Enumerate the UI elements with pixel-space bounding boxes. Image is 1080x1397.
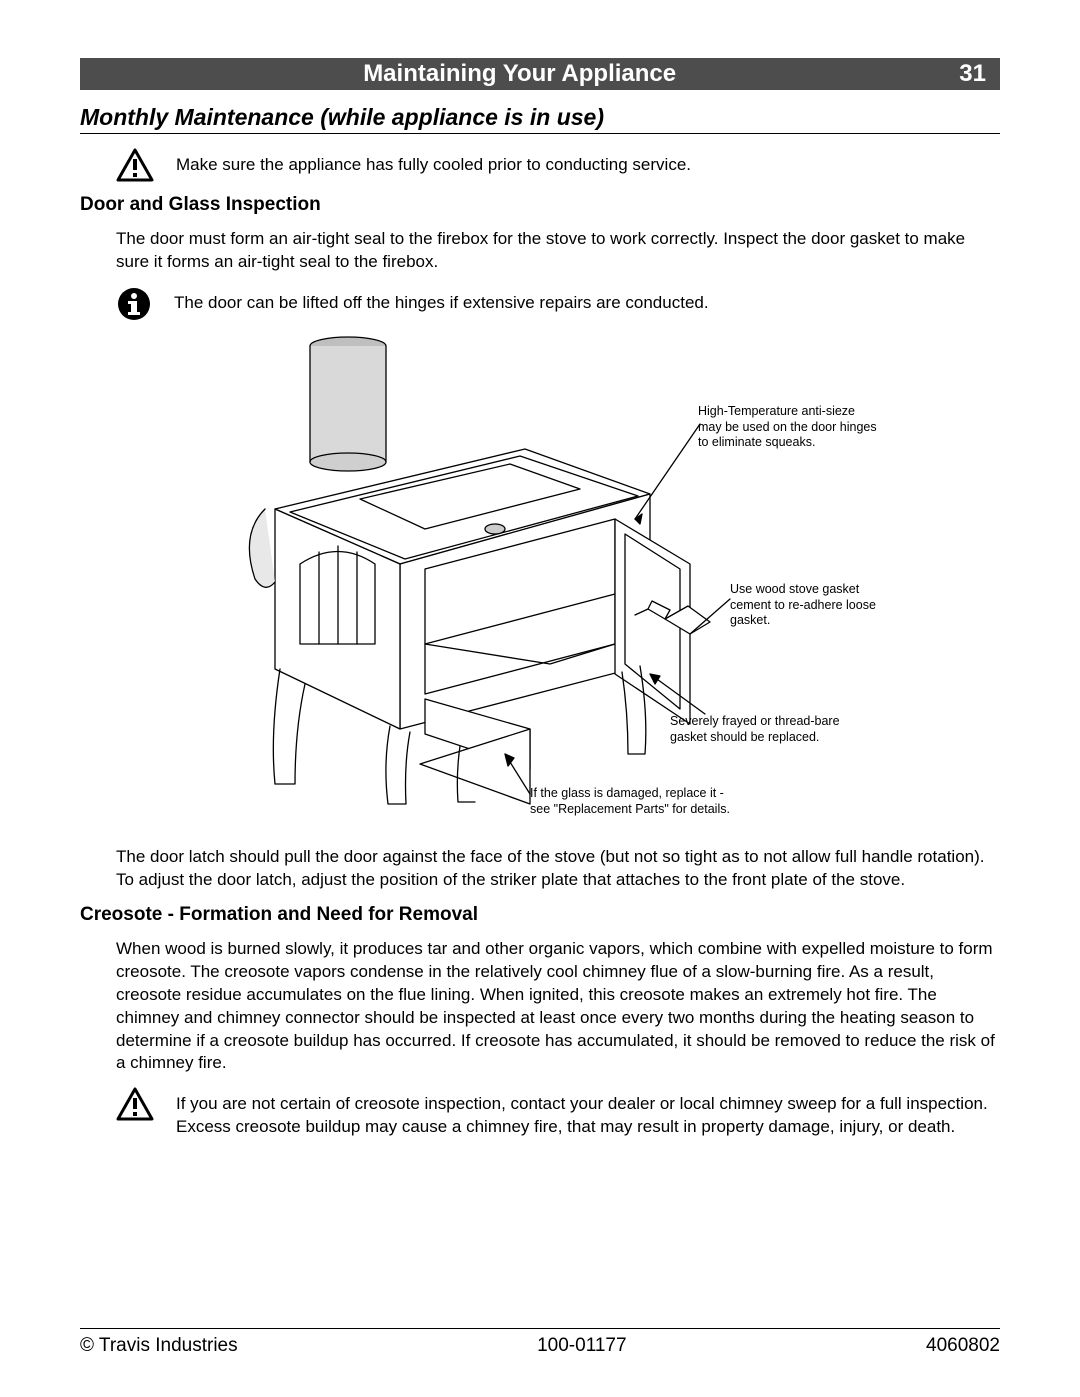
- warning-text-2: If you are not certain of creosote inspe…: [176, 1087, 1000, 1139]
- header-title: Maintaining Your Appliance: [80, 60, 959, 88]
- header-bar: Maintaining Your Appliance 31: [80, 58, 1000, 90]
- footer-right: 4060802: [926, 1335, 1000, 1357]
- callout-frayed: Severely frayed or thread-bare gasket sh…: [670, 714, 850, 745]
- section-title: Monthly Maintenance (while appliance is …: [80, 104, 1000, 134]
- callout-glass: If the glass is damaged, replace it - se…: [530, 786, 740, 817]
- door-glass-heading: Door and Glass Inspection: [80, 194, 1000, 216]
- warning-icon: [116, 1087, 154, 1121]
- callout-hinge: High-Temperature anti-sieze may be used …: [698, 404, 878, 451]
- callout-cement: Use wood stove gasket cement to re-adher…: [730, 582, 890, 629]
- info-row: The door can be lifted off the hinges if…: [116, 286, 1000, 322]
- stove-diagram: High-Temperature anti-sieze may be used …: [220, 334, 860, 834]
- door-glass-p1: The door must form an air-tight seal to …: [116, 228, 1000, 274]
- info-text: The door can be lifted off the hinges if…: [174, 286, 709, 315]
- warning-row-1: Make sure the appliance has fully cooled…: [116, 148, 1000, 182]
- warning-text-1: Make sure the appliance has fully cooled…: [176, 148, 691, 177]
- creosote-heading: Creosote - Formation and Need for Remova…: [80, 904, 1000, 926]
- footer: © Travis Industries 100-01177 4060802: [80, 1328, 1000, 1357]
- door-glass-p2: The door latch should pull the door agai…: [116, 846, 1000, 892]
- warning-icon: [116, 148, 154, 182]
- warning-row-2: If you are not certain of creosote inspe…: [116, 1087, 1000, 1139]
- footer-left: © Travis Industries: [80, 1335, 238, 1357]
- creosote-p1: When wood is burned slowly, it produces …: [116, 938, 1000, 1076]
- footer-center: 100-01177: [537, 1335, 626, 1357]
- info-icon: [116, 286, 152, 322]
- page-number: 31: [959, 60, 1000, 88]
